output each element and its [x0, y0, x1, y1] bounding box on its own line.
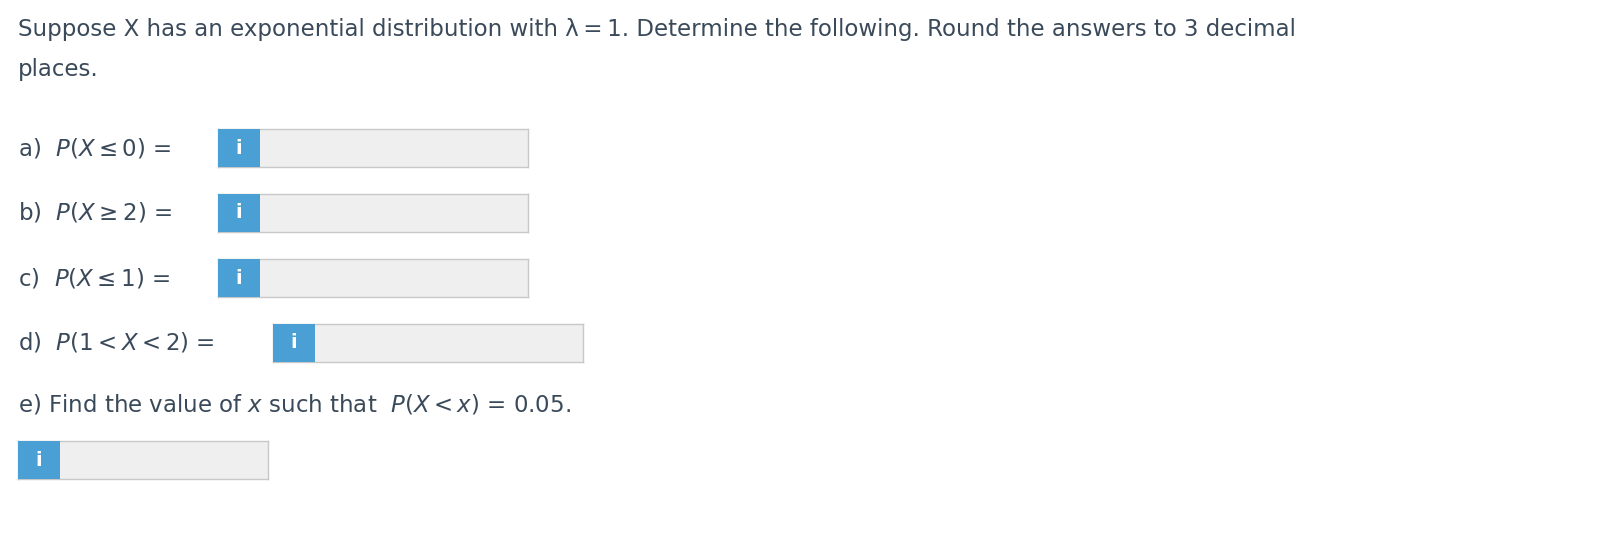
Text: a)  $P(X \leq 0)$ =: a) $P(X \leq 0)$ = [18, 136, 172, 160]
Text: b)  $P(X \geq 2)$ =: b) $P(X \geq 2)$ = [18, 201, 172, 225]
Text: i: i [236, 138, 243, 158]
Text: d)  $P(1 < X < 2)$ =: d) $P(1 < X < 2)$ = [18, 331, 215, 355]
Text: i: i [291, 333, 298, 353]
Text: i: i [236, 204, 243, 222]
Text: Suppose X has an exponential distribution with λ = 1. Determine the following. R: Suppose X has an exponential distributio… [18, 18, 1296, 41]
Text: i: i [36, 450, 42, 470]
Text: i: i [236, 269, 243, 287]
Text: places.: places. [18, 58, 99, 81]
Text: e) Find the value of $x$ such that  $P(X < x)$ = 0.05.: e) Find the value of $x$ such that $P(X … [18, 393, 571, 417]
Text: c)  $P(X \leq 1)$ =: c) $P(X \leq 1)$ = [18, 266, 170, 290]
